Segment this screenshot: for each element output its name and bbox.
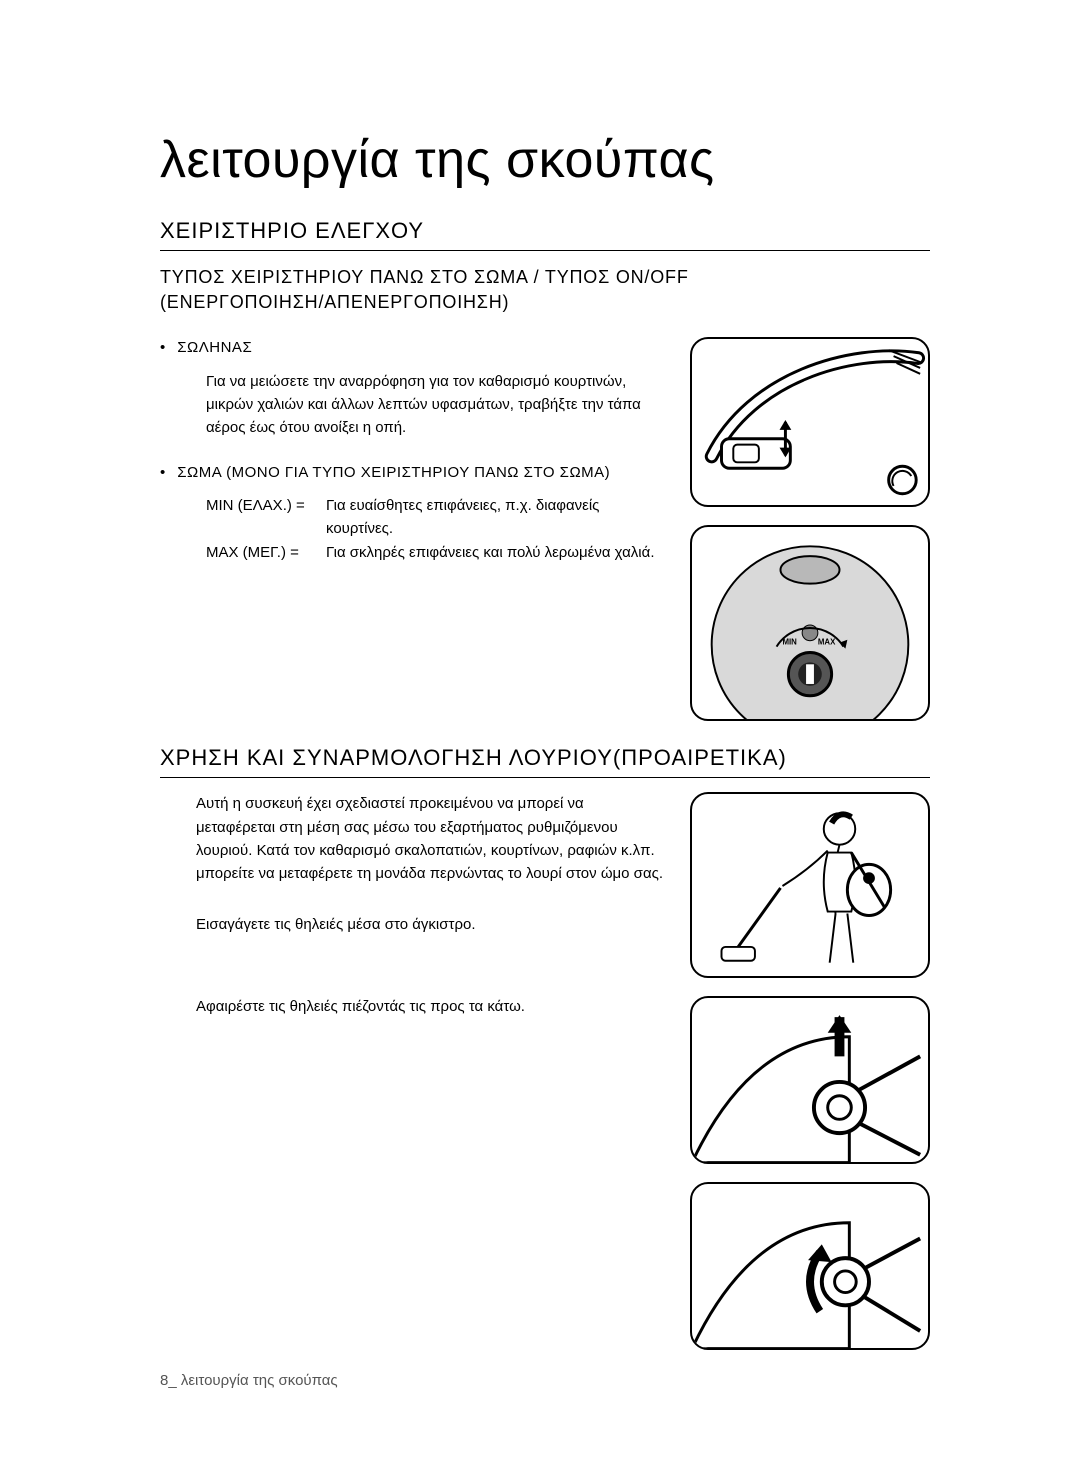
section1-text-col: • ΣΩΛΗΝΑΣ Για να μειώσετε την αναρρόφηση… [160,337,666,564]
section2-text-col: Αυτή η συσκευή έχει σχεδιαστεί προκειμέν… [160,792,666,1046]
strap-para2: Εισαγάγετε τις θηλειές μέσα στο άγκιστρο… [196,913,666,936]
bullet-hose: • ΣΩΛΗΝΑΣ [160,337,666,360]
footer-text: λειτουργία της σκούπας [181,1372,338,1389]
section1-img-col: MIN MAX [690,337,930,721]
min-row: MIN (ΕΛΑΧ.) = Για ευαίσθητες επιφάνειες,… [206,494,666,541]
figure-body-dial: MIN MAX [690,525,930,721]
section-control-title: ΧΕΙΡΙΣΤΗΡΙΟ ΕΛΕΓΧΟΥ [160,218,930,251]
section1-subtitle-line2: (ΕΝΕΡΓΟΠΟΙΗΣΗ/ΑΠΕΝΕΡΓΟΠΟΙΗΣΗ) [160,292,509,312]
bullet-mark-icon: • [160,462,165,485]
bullet-body-control: • ΣΩΜΑ (ΜΟΝΟ ΓΙΑ ΤΥΠΟ ΧΕΙΡΙΣΤΗΡΙΟΥ ΠΑΝΩ … [160,462,666,485]
figure-insert-loops [690,996,930,1164]
figure-hose [690,337,930,507]
max-key: MAX (ΜΕΓ.) = [206,541,326,564]
strap-para3: Αφαιρέστε τις θηλειές πιέζοντάς τις προς… [196,995,666,1018]
remove-loops-icon [692,1182,928,1350]
min-key: MIN (ΕΛΑΧ.) = [206,494,326,541]
bullet-hose-body: Για να μειώσετε την αναρρόφηση για τον κ… [206,370,666,440]
figure-remove-loops [690,1182,930,1350]
section1-row: • ΣΩΛΗΝΑΣ Για να μειώσετε την αναρρόφηση… [160,337,930,721]
figure-person-strap [690,792,930,978]
dial-icon: MIN MAX [692,525,928,721]
section2-row: Αυτή η συσκευή έχει σχεδιαστεί προκειμέν… [160,792,930,1350]
dial-min-label: MIN [782,638,797,647]
bullet-body-label: ΣΩΜΑ (ΜΟΝΟ ΓΙΑ ΤΥΠΟ ΧΕΙΡΙΣΤΗΡΙΟΥ ΠΑΝΩ ΣΤ… [177,462,610,485]
footer-page-number: 8_ [160,1372,177,1389]
bullet-hose-label: ΣΩΛΗΝΑΣ [177,337,252,360]
section-strap-title: ΧΡΗΣΗ ΚΑΙ ΣΥΝΑΡΜΟΛΟΓΗΣΗ ΛΟΥΡΙΟΥ(ΠΡΟΑΙΡΕΤ… [160,745,930,778]
max-row: MAX (ΜΕΓ.) = Για σκληρές επιφάνειες και … [206,541,666,564]
min-val: Για ευαίσθητες επιφάνειες, π.χ. διαφανεί… [326,494,666,541]
hose-icon [692,337,928,507]
person-strap-icon [692,792,928,978]
section2-img-col [690,792,930,1350]
section1-subtitle-line1: ΤΥΠΟΣ ΧΕΙΡΙΣΤΗΡΙΟΥ ΠΑΝΩ ΣΤΟ ΣΩΜΑ / ΤΥΠΟΣ… [160,267,689,287]
min-max-block: MIN (ΕΛΑΧ.) = Για ευαίσθητες επιφάνειες,… [206,494,666,564]
strap-para1: Αυτή η συσκευή έχει σχεδιαστεί προκειμέν… [196,792,666,885]
insert-loops-icon [692,996,928,1164]
dial-max-label: MAX [818,638,836,647]
page-footer: 8_ λειτουργία της σκούπας [160,1372,338,1389]
max-val: Για σκληρές επιφάνειες και πολύ λερωμένα… [326,541,666,564]
bullet-mark-icon: • [160,337,165,360]
page-title: λειτουργία της σκούπας [160,130,930,190]
section1-subtitle: ΤΥΠΟΣ ΧΕΙΡΙΣΤΗΡΙΟΥ ΠΑΝΩ ΣΤΟ ΣΩΜΑ / ΤΥΠΟΣ… [160,265,930,315]
